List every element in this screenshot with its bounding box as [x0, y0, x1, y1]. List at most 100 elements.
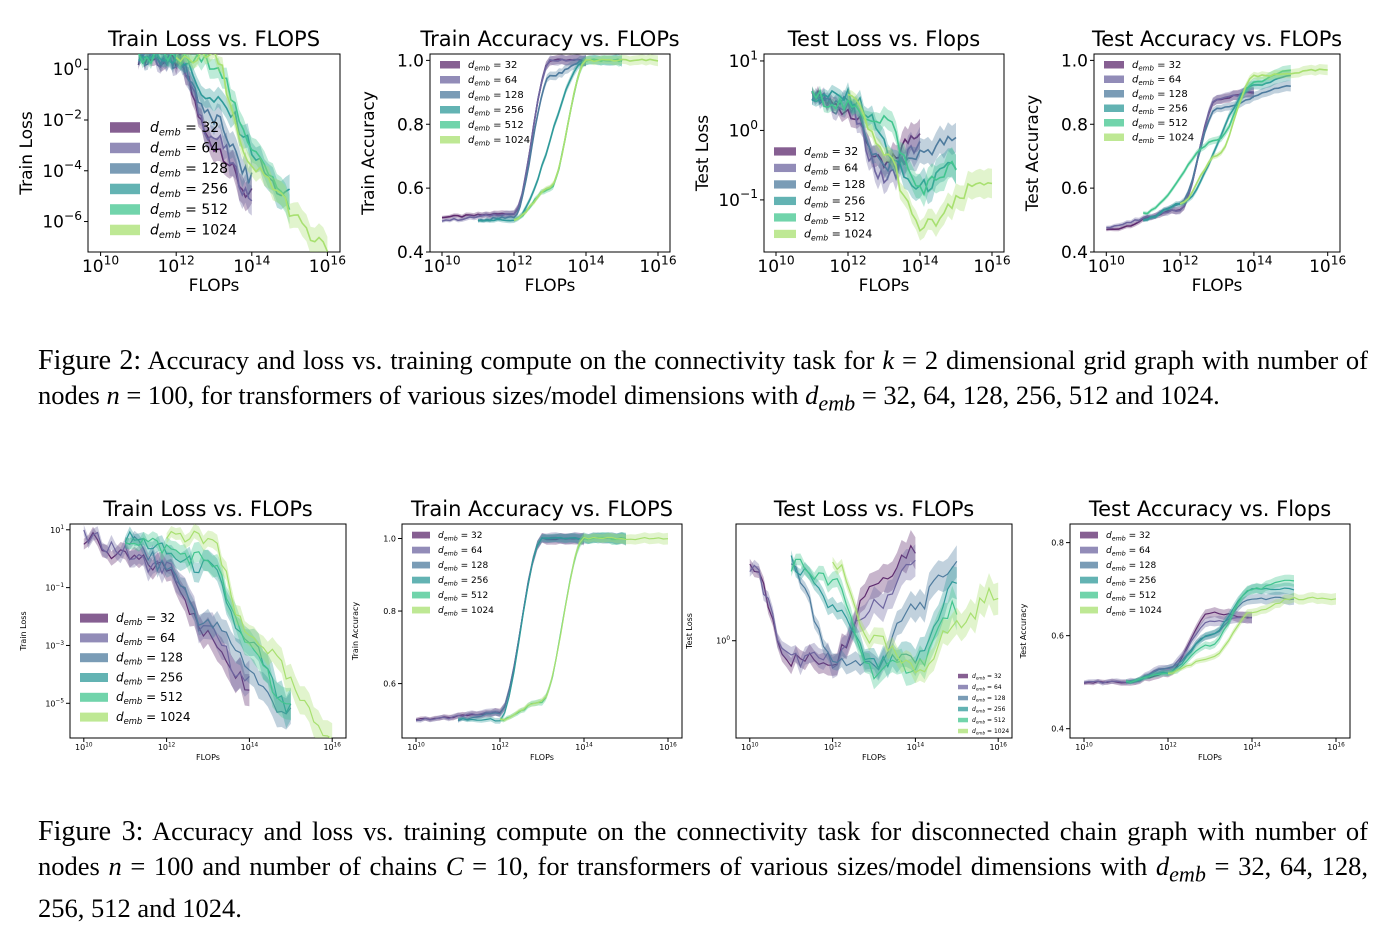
x-axis-label: FLOPs — [1198, 753, 1222, 762]
legend-entry-64: demb = 64 — [1132, 75, 1181, 88]
figure-2-caption: Figure 2: Accuracy and loss vs. training… — [38, 345, 1368, 416]
legend-entry-256: demb = 256 — [1106, 576, 1156, 587]
x-tick-label: 1016 — [973, 253, 1010, 277]
y-tick-label: 101 — [729, 48, 758, 72]
legend-swatch-256 — [80, 673, 108, 682]
legend-entry-512: demb = 512 — [1106, 591, 1156, 602]
x-axis-label: FLOPs — [189, 276, 240, 296]
legend-swatch-32 — [80, 613, 108, 623]
plot-frame — [763, 53, 1005, 253]
legend-entry-256: demb = 256 — [150, 182, 228, 201]
series-band-1024 — [176, 54, 328, 252]
series-line-512 — [1143, 69, 1291, 215]
series-band-128 — [125, 530, 291, 730]
series-line-512 — [790, 558, 958, 680]
y-tick-label: 1.0 — [397, 51, 424, 71]
y-tick-label: 0.6 — [1051, 632, 1064, 641]
x-tick-label: 1012 — [158, 742, 176, 752]
series-line-1024 — [499, 536, 669, 721]
legend-entry-256: demb = 256 — [438, 576, 488, 587]
legend-swatch-512 — [440, 121, 460, 129]
series-band-256 — [1126, 582, 1294, 685]
series-group — [415, 531, 669, 724]
legend-swatch-1024 — [774, 229, 796, 239]
y-tick-label: 0.4 — [397, 243, 424, 263]
legend-swatch-256 — [110, 183, 140, 195]
chart-title: Test Accuracy vs. FLOPs — [1091, 27, 1342, 51]
plot-frame — [429, 53, 671, 253]
series-line-256 — [811, 86, 957, 193]
series-band-1024 — [832, 556, 999, 684]
legend-entry-512: demb = 512 — [438, 591, 488, 602]
legend-entry-32: demb = 32 — [804, 145, 858, 160]
x-axis-label: FLOPs — [1192, 276, 1243, 296]
series-line-1024 — [166, 530, 332, 738]
y-tick-label: 100 — [53, 57, 82, 81]
legend-entry-32: demb = 32 — [438, 531, 482, 542]
series-band-64 — [138, 54, 252, 216]
series-line-128 — [1125, 596, 1295, 683]
legend-swatch-512 — [412, 591, 430, 599]
series-band-256 — [138, 54, 290, 210]
legend-entry-64: demb = 64 — [468, 75, 517, 88]
chart-title: Train Accuracy vs. FLOPs — [419, 27, 679, 51]
y-tick-label: 0.8 — [1061, 115, 1088, 135]
legend-entry-128: demb = 128 — [468, 90, 524, 103]
series-line-1024 — [847, 93, 993, 233]
legend-swatch-128 — [80, 653, 108, 663]
series-band-1024 — [166, 524, 333, 738]
series-band-64 — [812, 86, 920, 195]
legend-swatch-1024 — [1080, 606, 1098, 614]
x-axis-label: FLOPs — [525, 276, 576, 296]
y-tick-label: 10−3 — [45, 641, 64, 651]
series-band-32 — [1084, 607, 1252, 686]
legend-entry-512: demb = 512 — [150, 202, 228, 221]
x-tick-label: 1016 — [1309, 253, 1346, 277]
series-line-128 — [811, 90, 957, 174]
series-band-64 — [749, 544, 916, 679]
series-line-512 — [125, 537, 291, 705]
series-band-64 — [1084, 611, 1252, 686]
legend-swatch-128 — [1080, 561, 1098, 569]
y-tick-label: 0.4 — [1051, 725, 1064, 734]
x-axis-label: FLOPs — [859, 276, 910, 296]
legend-swatch-128 — [412, 561, 430, 569]
series-line-1024 — [175, 54, 329, 252]
legend-swatch-256 — [774, 196, 796, 206]
legend-entry-32: demb = 32 — [1132, 60, 1181, 73]
legend-entry-128: demb = 128 — [804, 178, 865, 193]
legend-swatch-1024 — [1104, 133, 1124, 141]
y-tick-label: 0.6 — [383, 680, 396, 689]
legend-swatch-32 — [774, 147, 796, 156]
series-line-128 — [138, 54, 253, 184]
series-group — [441, 54, 659, 224]
legend-swatch-256 — [440, 106, 460, 114]
y-axis-label: Train Accuracy — [351, 602, 360, 662]
x-tick-label: 1016 — [659, 742, 677, 752]
legend-swatch-64 — [440, 76, 460, 84]
x-tick-label: 1010 — [757, 253, 794, 277]
y-tick-label: 10−4 — [42, 158, 82, 182]
legend-swatch-128 — [440, 91, 460, 99]
x-tick-label: 1014 — [241, 742, 259, 752]
legend-entry-64: demb = 64 — [972, 684, 1002, 692]
series-band-256 — [791, 550, 957, 680]
x-tick-label: 1010 — [75, 742, 93, 752]
legend-entry-128: demb = 128 — [1132, 89, 1188, 102]
legend-swatch-64 — [958, 684, 968, 690]
plot-frame — [1069, 523, 1351, 739]
legend-entry-1024: demb = 1024 — [1132, 133, 1194, 146]
series-group — [83, 524, 333, 738]
series-line-1024 — [513, 58, 659, 221]
x-tick-label: 1012 — [1159, 742, 1177, 752]
y-tick-label: 1.0 — [1061, 51, 1088, 71]
chart-panel: Train Accuracy vs. FLOPS FLOPs Train Accur… — [351, 497, 683, 762]
legend-entry-1024: demb = 1024 — [438, 606, 494, 617]
legend-entry-32: demb = 32 — [150, 120, 219, 139]
y-tick-label: 10−6 — [42, 209, 82, 233]
